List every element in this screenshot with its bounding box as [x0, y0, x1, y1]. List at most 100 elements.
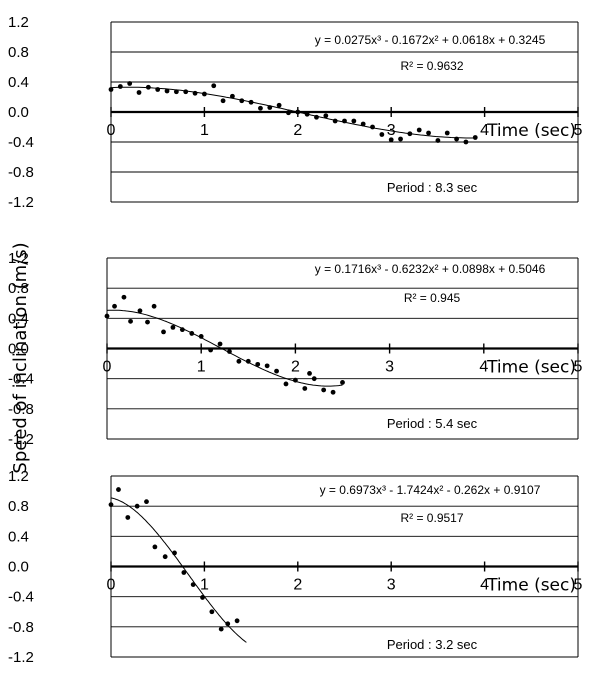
x-tick-label: 2	[293, 577, 302, 594]
data-point	[321, 387, 327, 393]
r-squared-label: R² = 0.945	[404, 291, 461, 305]
data-point	[230, 93, 235, 99]
period-label: Period : 8.3 sec	[387, 180, 478, 195]
data-point	[360, 121, 366, 127]
data-point	[183, 89, 189, 95]
data-point	[128, 318, 133, 324]
x-tick-label: 2	[291, 359, 300, 376]
data-point	[236, 358, 242, 364]
y-tick-label: -1.2	[8, 431, 34, 448]
x-tick-label: 5	[574, 122, 583, 139]
y-tick-label: 0.4	[8, 528, 29, 545]
x-tick-label: 3	[385, 359, 394, 376]
data-point	[200, 595, 205, 600]
data-point	[407, 131, 413, 137]
data-point	[248, 99, 254, 105]
data-point	[264, 363, 270, 369]
data-point	[190, 582, 196, 587]
data-point	[340, 380, 345, 385]
data-point	[179, 327, 185, 333]
data-point	[311, 376, 317, 382]
data-point	[220, 98, 226, 104]
data-point	[370, 124, 375, 130]
y-tick-label: -1.2	[8, 649, 34, 666]
data-point	[379, 132, 385, 137]
data-point	[144, 499, 149, 505]
r-squared-label: R² = 0.9517	[400, 511, 463, 525]
data-point	[211, 83, 217, 89]
data-point	[274, 368, 279, 374]
data-point	[276, 102, 282, 108]
x-axis-title: Time (sec)	[486, 358, 576, 378]
data-point	[137, 308, 143, 314]
data-point	[255, 361, 261, 367]
y-tick-label: 0.0	[8, 104, 29, 121]
data-point	[286, 110, 291, 116]
x-tick-label: 4	[480, 577, 489, 594]
y-tick-label: 1.2	[8, 250, 29, 267]
y-tick-label: 0.8	[8, 44, 29, 61]
data-point	[108, 87, 114, 92]
data-point	[388, 137, 394, 143]
data-point	[302, 386, 308, 391]
y-tick-label: 1.2	[8, 468, 29, 485]
data-point	[293, 377, 298, 383]
y-tick-label: 0.4	[8, 310, 29, 327]
x-tick-label: 0	[107, 577, 116, 594]
data-point	[172, 550, 177, 556]
data-point	[108, 502, 114, 508]
trendline	[110, 86, 476, 139]
data-point	[104, 313, 110, 319]
data-point	[295, 109, 301, 115]
data-point	[332, 118, 338, 124]
y-tick-label: 0.0	[8, 559, 29, 576]
data-point	[164, 88, 170, 94]
data-point	[112, 303, 117, 309]
data-point	[134, 503, 140, 509]
y-axis-title: Speed of inclination (m/s)	[10, 242, 31, 473]
data-point	[136, 90, 142, 95]
data-point	[234, 618, 240, 624]
data-point	[283, 381, 289, 387]
data-point	[398, 136, 403, 142]
x-tick-label: 4	[480, 122, 489, 139]
data-point	[155, 87, 161, 92]
x-tick-label: 2	[293, 122, 302, 139]
data-point	[454, 136, 459, 142]
data-point	[181, 570, 187, 575]
data-point	[218, 626, 224, 632]
data-point	[307, 370, 312, 376]
data-point	[426, 130, 431, 136]
y-tick-label: -0.8	[8, 619, 34, 636]
y-tick-label: -0.8	[8, 401, 34, 418]
data-point	[162, 554, 168, 560]
r-squared-label: R² = 0.9632	[400, 59, 463, 73]
y-tick-label: -0.8	[8, 164, 34, 181]
trendline-equation: y = 0.0275x³ - 0.1672x² + 0.0618x + 0.32…	[315, 33, 546, 47]
period-label: Period : 3.2 sec	[387, 637, 478, 652]
data-point	[245, 358, 251, 364]
data-point	[121, 294, 127, 300]
y-tick-label: -0.4	[8, 589, 34, 606]
data-point	[189, 331, 195, 336]
data-point	[202, 91, 207, 97]
trendline	[106, 309, 343, 387]
data-point	[351, 118, 357, 124]
data-point	[145, 84, 151, 90]
data-point	[192, 90, 198, 96]
data-point	[173, 89, 179, 95]
y-tick-label: 0.8	[8, 280, 29, 297]
data-point	[239, 98, 245, 104]
trendline	[110, 497, 247, 643]
x-axis-title: Time (sec)	[486, 576, 576, 596]
data-point	[225, 621, 231, 627]
x-tick-label: 1	[200, 122, 209, 139]
data-point	[227, 349, 232, 354]
data-point	[435, 138, 441, 143]
trendline-equation: y = 0.6973x³ - 1.7424x² - 0.262x + 0.910…	[320, 483, 541, 497]
x-tick-label: 4	[479, 359, 488, 376]
data-point	[145, 319, 150, 325]
data-point	[117, 84, 123, 89]
